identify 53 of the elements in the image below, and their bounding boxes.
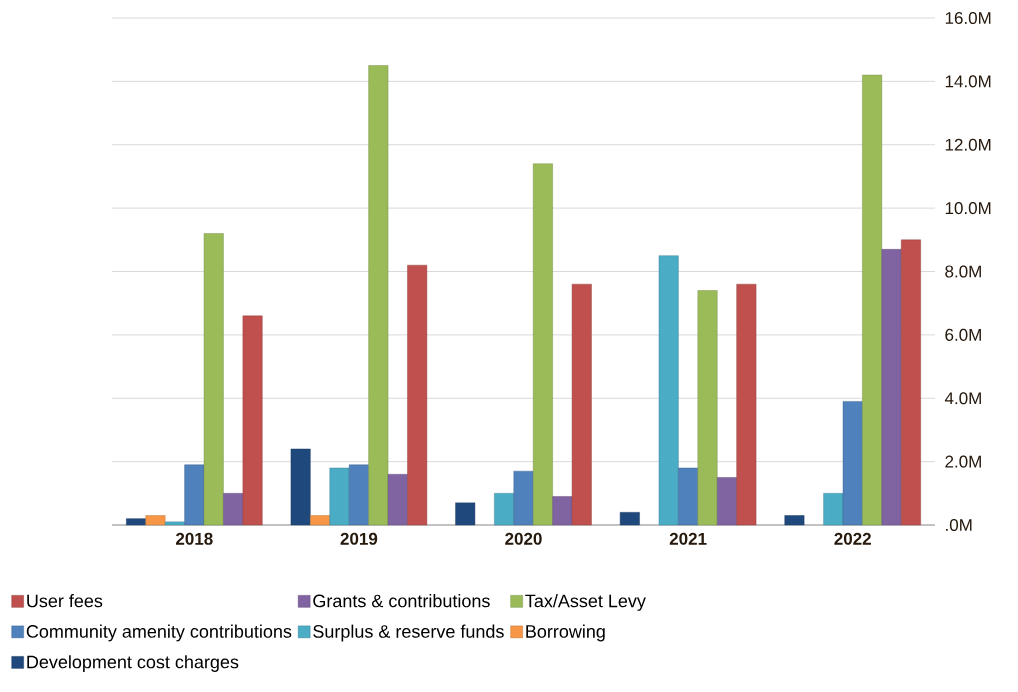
bar	[126, 518, 146, 526]
x-tick-label: 2018	[175, 532, 213, 545]
bar	[242, 315, 263, 526]
bar	[145, 515, 166, 526]
x-tick-label: 2019	[340, 532, 378, 545]
bar	[697, 290, 718, 526]
bar	[736, 283, 757, 526]
bar	[455, 502, 476, 526]
bar	[223, 493, 244, 526]
bar	[329, 467, 350, 526]
y-tick-label: 2.0M	[945, 455, 981, 468]
y-tick-label: 12.0M	[945, 138, 991, 151]
bar	[348, 464, 369, 526]
legend-label: User fees	[27, 594, 103, 608]
legend-label: Community amenity contributions	[26, 624, 292, 642]
bar	[901, 239, 921, 526]
y-tick-label: 16.0M	[945, 11, 991, 25]
bar	[823, 493, 844, 526]
bar	[407, 264, 428, 526]
y-tick-label: .0M	[946, 518, 972, 532]
bar	[678, 467, 699, 526]
legend-label: Surplus & reserve funds	[313, 624, 504, 642]
bar	[368, 65, 389, 526]
bar	[717, 477, 737, 526]
bar	[203, 233, 224, 526]
legend-label: Development cost charges	[27, 655, 239, 672]
x-tick-label: 2022	[834, 532, 871, 545]
bar	[494, 493, 514, 526]
bar	[184, 464, 205, 526]
y-tick-label: 4.0M	[944, 392, 981, 405]
bar	[164, 521, 185, 526]
bar	[842, 401, 863, 526]
bar	[619, 512, 640, 526]
bar	[862, 74, 883, 526]
y-tick-label: 8.0M	[945, 265, 981, 278]
legend-label: Borrowing	[526, 624, 605, 642]
y-tick-label: 14.0M	[945, 75, 991, 88]
bar	[552, 496, 573, 526]
x-tick-label: 2021	[669, 532, 707, 545]
y-tick-label: 6.0M	[945, 328, 981, 341]
bar	[513, 470, 534, 526]
bar	[658, 255, 679, 526]
bar	[784, 515, 805, 526]
bar	[290, 448, 311, 526]
bar	[881, 249, 902, 526]
bar	[533, 163, 553, 526]
bar	[571, 283, 592, 526]
x-tick-label: 2020	[505, 532, 542, 545]
legend-label: Grants & contributions	[313, 594, 490, 608]
legend-label: Tax/Asset Levy	[525, 594, 646, 611]
y-tick-label: 10.0M	[945, 202, 991, 215]
bar	[310, 515, 330, 526]
bar	[387, 474, 408, 526]
